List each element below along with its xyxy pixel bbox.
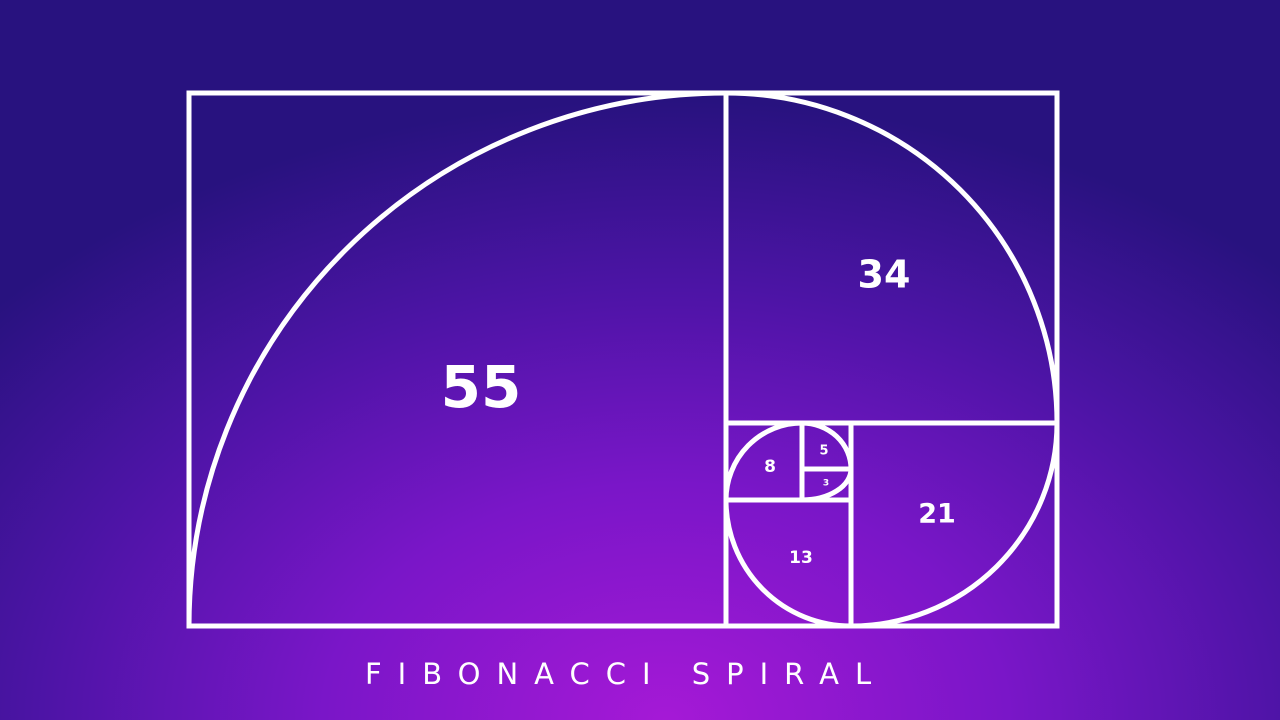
label-55: 55 [441,353,522,421]
label-8: 8 [764,457,776,477]
spiral-arc-34 [725,90,1060,424]
spiral-arc-13 [723,499,852,629]
label-13: 13 [789,548,813,568]
spiral-arc-5 [801,420,854,470]
label-5: 5 [819,444,828,459]
diagram-caption: FIBONACCI SPIRAL [365,657,888,691]
spiral-arc-21 [850,422,1060,629]
outer-rectangle [186,90,1060,629]
label-21: 21 [918,499,956,530]
label-34: 34 [858,253,911,297]
spiral-arc-8 [723,420,803,501]
label-3: 3 [823,479,829,489]
spiral-arc-55 [186,90,727,627]
spiral-arc-3 [801,468,854,503]
